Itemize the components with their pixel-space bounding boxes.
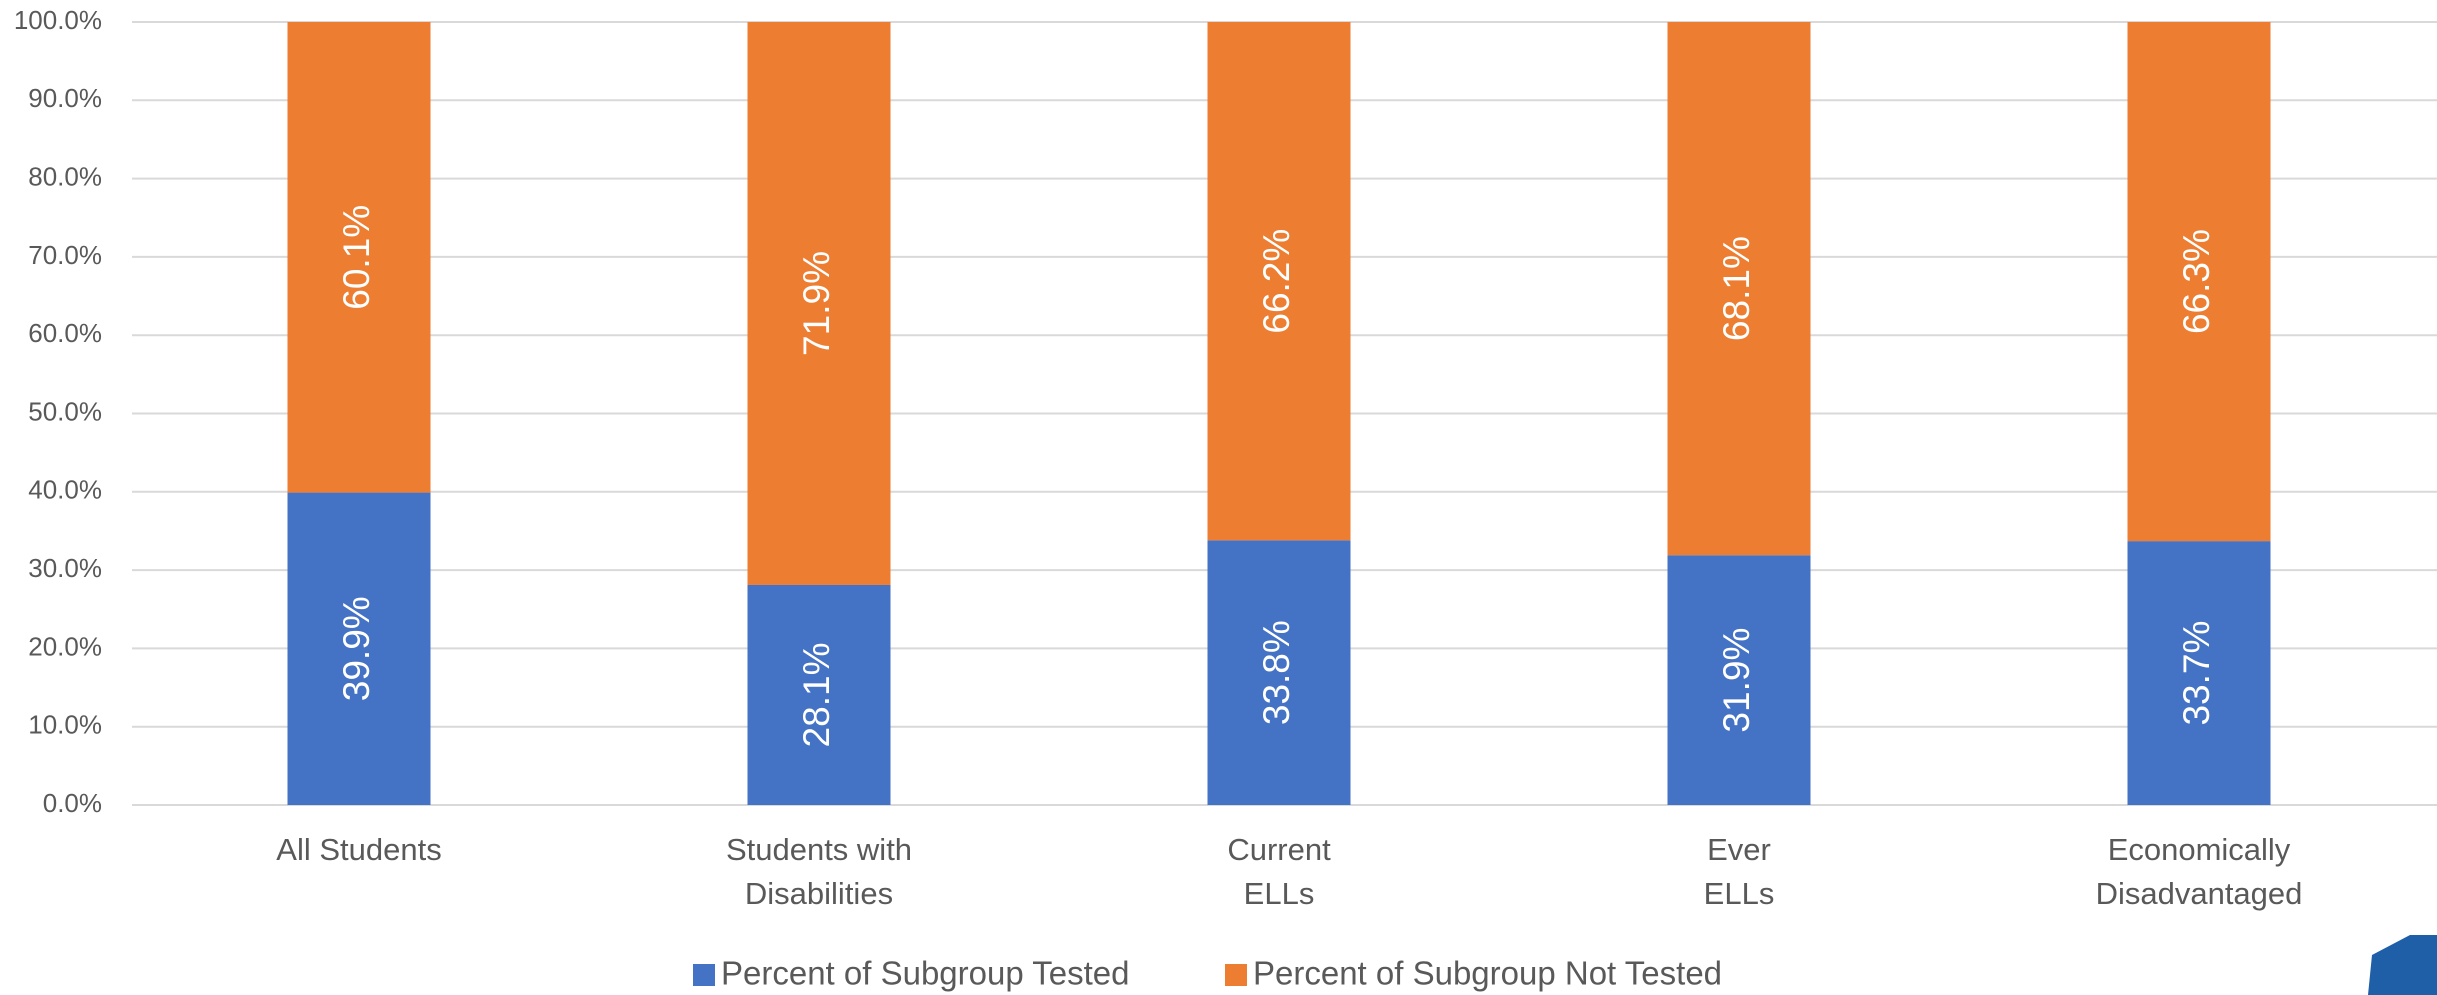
bar-segment — [1667, 22, 1811, 556]
bar-segment — [1207, 22, 1351, 541]
bar-segment — [287, 22, 431, 493]
legend-swatch — [1225, 964, 1247, 986]
y-tick-label: 60.0% — [28, 318, 102, 348]
data-label: 33.7% — [2176, 621, 2217, 726]
y-tick-label: 0.0% — [43, 788, 102, 818]
data-label: 33.8% — [1256, 620, 1297, 725]
data-label: 68.1% — [1716, 236, 1757, 341]
data-label: 66.3% — [2176, 229, 2217, 334]
data-label: 60.1% — [336, 205, 377, 310]
bar-segment — [2127, 541, 2271, 805]
y-tick-label: 20.0% — [28, 631, 102, 661]
y-tick-label: 50.0% — [28, 396, 102, 426]
x-tick-label: Disadvantaged — [2096, 876, 2303, 911]
bar-segment — [1667, 555, 1811, 805]
y-tick-label: 30.0% — [28, 553, 102, 583]
data-label: 31.9% — [1716, 628, 1757, 733]
legend-label: Percent of Subgroup Tested — [721, 955, 1130, 992]
y-tick-label: 100.0% — [14, 5, 102, 35]
y-tick-label: 70.0% — [28, 240, 102, 270]
y-tick-label: 40.0% — [28, 475, 102, 505]
legend-swatch — [693, 964, 715, 986]
bar-segment — [287, 492, 431, 805]
bar-segment — [747, 584, 891, 805]
data-label: 71.9% — [796, 251, 837, 356]
data-label: 39.9% — [336, 596, 377, 701]
x-tick-label: ELLs — [1704, 876, 1775, 911]
y-tick-label: 80.0% — [28, 161, 102, 191]
bar-segment — [747, 22, 891, 585]
x-tick-label: Disabilities — [745, 876, 893, 911]
x-tick-label: Current — [1227, 832, 1331, 867]
x-tick-label: Economically — [2108, 832, 2291, 867]
data-label: 28.1% — [796, 643, 837, 748]
y-tick-label: 10.0% — [28, 710, 102, 740]
bar-segment — [2127, 22, 2271, 542]
x-tick-label: All Students — [276, 832, 441, 867]
x-tick-label: Ever — [1707, 832, 1771, 867]
legend-label: Percent of Subgroup Not Tested — [1253, 955, 1722, 992]
x-tick-label: ELLs — [1244, 876, 1315, 911]
bar-segment — [1207, 540, 1351, 805]
y-tick-label: 90.0% — [28, 83, 102, 113]
x-tick-label: Students with — [726, 832, 912, 867]
data-label: 66.2% — [1256, 229, 1297, 334]
logo — [2368, 935, 2437, 995]
